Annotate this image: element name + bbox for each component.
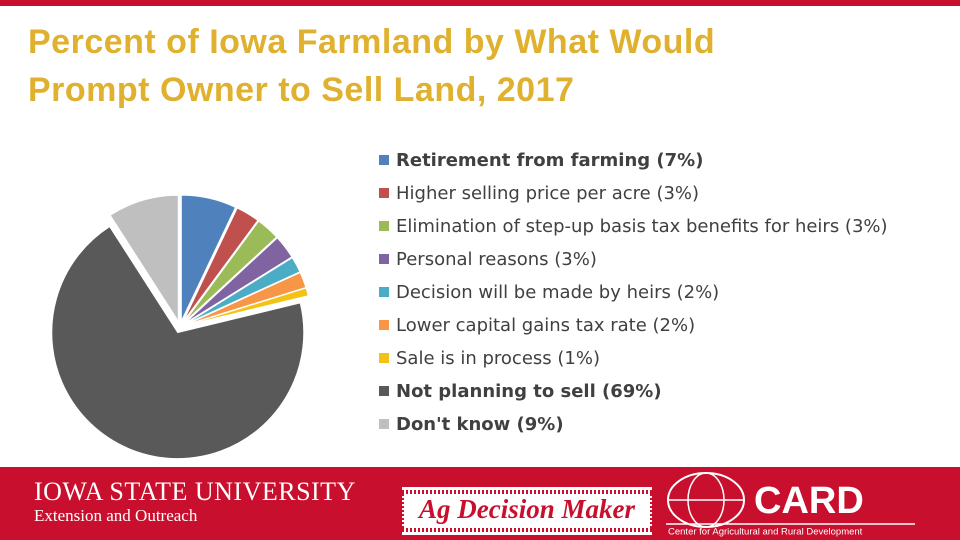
- legend-label: Sale is in process (1%): [396, 348, 600, 369]
- pie-slice: [185, 287, 309, 326]
- adm-logo-bg: [402, 487, 652, 535]
- legend-swatch: [379, 155, 389, 165]
- pie-slice: [182, 207, 259, 323]
- extension-name: Extension and Outreach: [34, 506, 198, 525]
- legend-swatch: [379, 254, 389, 264]
- legend-label: Personal reasons (3%): [396, 249, 597, 270]
- legend-swatch: [379, 287, 389, 297]
- pie-slice: [180, 194, 237, 322]
- legend-label: Not planning to sell (69%): [396, 381, 662, 402]
- pie: [51, 194, 309, 460]
- card-logo: CARD: [754, 480, 864, 522]
- pie-slice: [184, 237, 293, 324]
- legend-label: Decision will be made by heirs (2%): [396, 282, 719, 303]
- pie-slice: [109, 194, 179, 323]
- legend-swatch: [379, 188, 389, 198]
- chart-title: Prompt Owner to Sell Land, 2017: [28, 71, 574, 109]
- legend-label: Elimination of step-up basis tax benefit…: [396, 216, 888, 237]
- top-bar: [0, 0, 960, 6]
- legend-swatch: [379, 386, 389, 396]
- university-name: Iowa State University: [34, 477, 356, 506]
- legend-label: Higher selling price per acre (3%): [396, 183, 699, 204]
- adm-logo-text: Ag Decision Maker: [417, 494, 635, 524]
- legend: Retirement from farming (7%) Higher selli…: [379, 150, 888, 435]
- legend-label: Retirement from farming (7%): [396, 150, 703, 171]
- legend-swatch: [379, 221, 389, 231]
- adm-logo-border: [400, 490, 654, 532]
- legend-swatch: [379, 320, 389, 330]
- card-full-name: Center for Agricultural and Rural Develo…: [668, 527, 863, 538]
- legend-swatch: [379, 353, 389, 363]
- legend-label: Lower capital gains tax rate (2%): [396, 315, 695, 336]
- pie-slice: [51, 225, 305, 460]
- legend-label: Don't know (9%): [396, 414, 564, 435]
- legend-swatch: [379, 419, 389, 429]
- pie-slice: [183, 220, 278, 323]
- title-line: Percent of Iowa Farmland by What Would: [28, 23, 715, 61]
- chart-title: Percent of Iowa Farmland by What Would: [28, 23, 715, 61]
- pie-slice: [185, 257, 301, 325]
- pie-slice: [185, 271, 307, 326]
